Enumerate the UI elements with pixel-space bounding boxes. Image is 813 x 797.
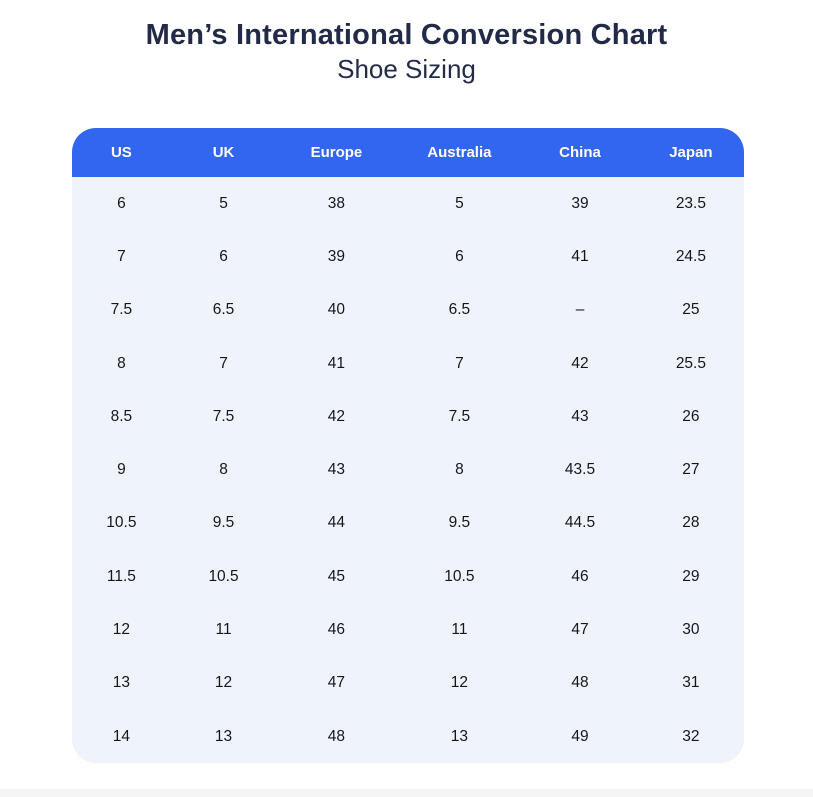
- table-row: 9 8 43 8 43.5 27: [72, 443, 744, 497]
- table-cell: 26: [637, 390, 744, 444]
- table-cell: 12: [396, 656, 523, 710]
- table-row: 7.5 6.5 40 6.5–25: [72, 283, 744, 337]
- table-cell: 30: [637, 603, 744, 657]
- shoe-size-conversion-table: US UK Europe Australia China Japan 6 5 38 5 39 23.…: [72, 128, 744, 764]
- table-cell: 12: [72, 603, 171, 657]
- table-cell: 10.5: [396, 550, 523, 604]
- table-cell: 12: [170, 656, 277, 710]
- table-cell: 9.5: [396, 496, 523, 551]
- table-cell: 41: [522, 230, 638, 284]
- table-cell: 14: [72, 709, 171, 764]
- table-cell: 48: [276, 709, 397, 764]
- table-cell: 8: [396, 443, 523, 497]
- table-header: US UK Europe Australia China Japan: [72, 128, 744, 177]
- table-row: 13 12 47 12 48 31: [72, 656, 744, 710]
- table-cell: 9.5: [170, 496, 277, 551]
- table-row: 8 7 41 7 42 25.5: [72, 336, 744, 391]
- table-cell: 31: [637, 656, 744, 710]
- table-header-row: US UK Europe Australia China Japan: [72, 128, 744, 177]
- bottom-strip: [0, 789, 813, 797]
- table-cell: 45: [276, 550, 397, 604]
- table-cell: 47: [276, 656, 397, 710]
- table-cell: 10.5: [72, 496, 171, 551]
- table-row: 6 5 38 5 39 23.5: [72, 177, 744, 231]
- table-cell: 7.5: [72, 283, 171, 337]
- header-cell-china: China: [522, 128, 638, 177]
- table-row: 10.5 9.5 44 9.5 44.5 28: [72, 496, 744, 551]
- table-cell: 7.5: [170, 390, 277, 444]
- table-cell: 6: [170, 230, 277, 284]
- table-cell: 6.5: [396, 283, 523, 337]
- table-cell: 43.5: [522, 443, 638, 497]
- table-cell: 32: [637, 709, 744, 764]
- table-cell: 43: [276, 443, 397, 497]
- table-cell: 25: [637, 283, 744, 337]
- header-cell-australia: Australia: [396, 128, 523, 177]
- table-cell: 10.5: [170, 550, 277, 604]
- table-cell: 23.5: [637, 177, 744, 231]
- page-subtitle: Shoe Sizing: [337, 54, 476, 84]
- table-cell: 13: [396, 709, 523, 764]
- table-cell: 7.5: [396, 390, 523, 444]
- table-cell: 25.5: [637, 336, 744, 391]
- table-cell: 7: [72, 230, 171, 284]
- table-cell: 42: [276, 390, 397, 444]
- table-cell: 9: [72, 443, 171, 497]
- header-cell-europe: Europe: [276, 128, 397, 177]
- header-cell-japan: Japan: [637, 128, 744, 177]
- table-row: 12 11 46 11 47 30: [72, 603, 744, 657]
- table-cell: 5: [396, 177, 523, 231]
- table-cell: 28: [637, 496, 744, 551]
- table-cell: 13: [170, 709, 277, 764]
- table-row: 11.5 10.5 45 10.5 46 29: [72, 550, 744, 604]
- header-cell-us: US: [72, 128, 171, 177]
- table-cell: 46: [522, 550, 638, 604]
- table-cell: 43: [522, 390, 638, 444]
- table-cell: 42: [522, 336, 638, 391]
- table-row: 14 13 48 13 49 32: [72, 709, 744, 764]
- table-cell: 40: [276, 283, 397, 337]
- table-cell: 39: [522, 177, 638, 231]
- conversion-table-container: US UK Europe Australia China Japan 6 5 38 5 39 23.…: [72, 128, 744, 764]
- table-cell: 11.5: [72, 550, 171, 604]
- table-cell: 24.5: [637, 230, 744, 284]
- table-cell: 39: [276, 230, 397, 284]
- table-cell: 7: [170, 336, 277, 391]
- header-cell-uk: UK: [170, 128, 277, 177]
- table-cell: 8.5: [72, 390, 171, 444]
- table-cell: 13: [72, 656, 171, 710]
- table-cell: 27: [637, 443, 744, 497]
- table-cell: 29: [637, 550, 744, 604]
- table-cell: 5: [170, 177, 277, 231]
- table-cell: 6: [72, 177, 171, 231]
- table-cell: 11: [396, 603, 523, 657]
- table-row: 8.5 7.5 42 7.5 43 26: [72, 390, 744, 444]
- table-row: 7 6 39 6 41 24.5: [72, 230, 744, 284]
- table-cell: 7: [396, 336, 523, 391]
- table-cell: –: [522, 283, 638, 337]
- table-cell: 44: [276, 496, 397, 551]
- table-cell: 6: [396, 230, 523, 284]
- table-cell: 46: [276, 603, 397, 657]
- table-cell: 11: [170, 603, 277, 657]
- table-cell: 48: [522, 656, 638, 710]
- table-cell: 47: [522, 603, 638, 657]
- table-body: 6 5 38 5 39 23.5 7 6 39 6 41 24.5 7.5 6.5 40 6.5–25 8 7 41…: [72, 177, 744, 764]
- table-cell: 49: [522, 709, 638, 764]
- table-cell: 6.5: [170, 283, 277, 337]
- table-cell: 8: [170, 443, 277, 497]
- table-cell: 8: [72, 336, 171, 391]
- table-cell: 44.5: [522, 496, 638, 551]
- page-title: Men’s International Conversion Chart: [145, 19, 668, 51]
- table-cell: 41: [276, 336, 397, 391]
- table-cell: 38: [276, 177, 397, 231]
